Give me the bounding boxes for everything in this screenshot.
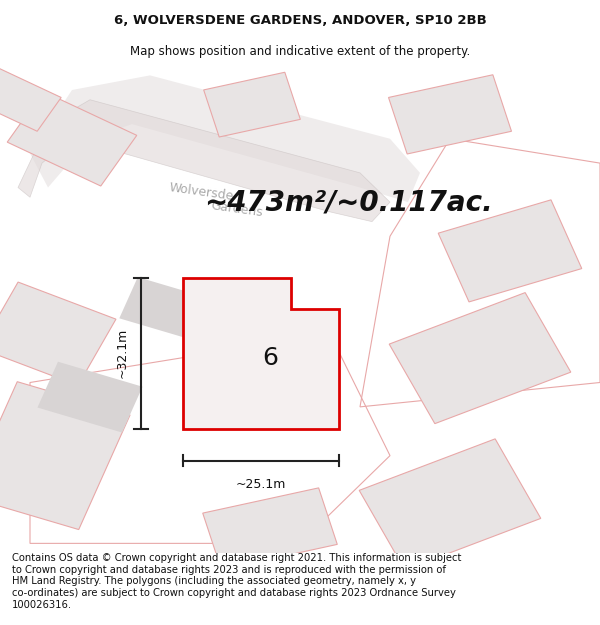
Polygon shape: [30, 76, 420, 202]
Text: Wolversde: Wolversde: [168, 181, 235, 203]
Polygon shape: [18, 100, 390, 222]
Text: Map shows position and indicative extent of the property.: Map shows position and indicative extent…: [130, 46, 470, 58]
Polygon shape: [203, 488, 337, 569]
Text: 6: 6: [262, 346, 278, 370]
Polygon shape: [438, 200, 582, 302]
Polygon shape: [0, 68, 61, 131]
Polygon shape: [0, 382, 130, 529]
Polygon shape: [37, 362, 143, 432]
Text: ~25.1m: ~25.1m: [236, 478, 286, 491]
Polygon shape: [119, 277, 217, 342]
Polygon shape: [389, 75, 511, 154]
Text: Gardens: Gardens: [210, 199, 264, 219]
Polygon shape: [203, 72, 301, 137]
Text: 6, WOLVERSDENE GARDENS, ANDOVER, SP10 2BB: 6, WOLVERSDENE GARDENS, ANDOVER, SP10 2B…: [113, 14, 487, 27]
Polygon shape: [389, 292, 571, 424]
Text: ~32.1m: ~32.1m: [116, 328, 129, 378]
Polygon shape: [7, 91, 137, 186]
Polygon shape: [183, 278, 339, 429]
Polygon shape: [359, 439, 541, 570]
Polygon shape: [0, 282, 116, 386]
Text: ~473m²/~0.117ac.: ~473m²/~0.117ac.: [203, 188, 493, 216]
Text: Contains OS data © Crown copyright and database right 2021. This information is : Contains OS data © Crown copyright and d…: [12, 553, 461, 609]
